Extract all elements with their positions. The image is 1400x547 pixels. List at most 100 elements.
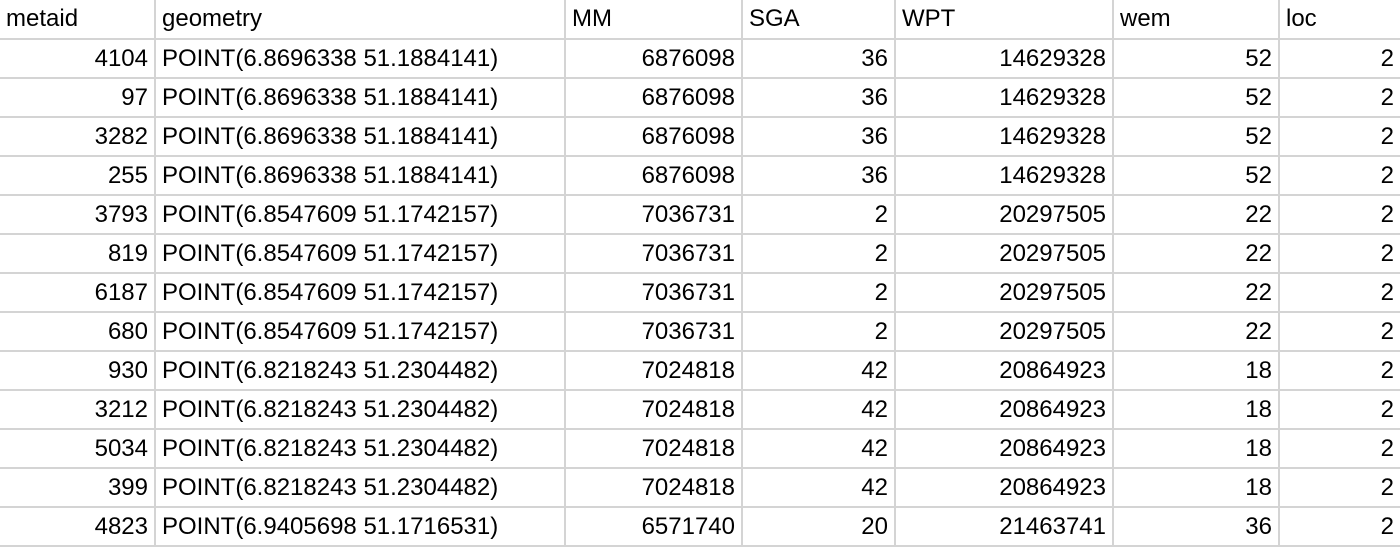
cell-sga[interactable]: 2	[742, 273, 896, 313]
cell-sga[interactable]: 42	[742, 429, 896, 469]
cell-sga[interactable]: 36	[742, 117, 896, 157]
header-cell-geometry[interactable]: geometry	[155, 0, 566, 40]
cell-loc[interactable]: 2	[1279, 156, 1400, 196]
cell-geometry[interactable]: POINT(6.8218243 51.2304482)	[155, 351, 566, 391]
cell-mm[interactable]: 7024818	[565, 429, 743, 469]
cell-sga[interactable]: 36	[742, 78, 896, 118]
cell-geometry[interactable]: POINT(6.8547609 51.1742157)	[155, 234, 566, 274]
cell-mm[interactable]: 7036731	[565, 273, 743, 313]
cell-mm[interactable]: 7024818	[565, 468, 743, 508]
cell-mm[interactable]: 6876098	[565, 78, 743, 118]
cell-wem[interactable]: 18	[1113, 429, 1280, 469]
cell-mm[interactable]: 7024818	[565, 351, 743, 391]
cell-wpt[interactable]: 20297505	[895, 195, 1114, 235]
cell-loc[interactable]: 2	[1279, 312, 1400, 352]
cell-metaid[interactable]: 3212	[0, 390, 156, 430]
cell-geometry[interactable]: POINT(6.8696338 51.1884141)	[155, 78, 566, 118]
cell-wpt[interactable]: 14629328	[895, 39, 1114, 79]
cell-metaid[interactable]: 5034	[0, 429, 156, 469]
cell-loc[interactable]: 2	[1279, 429, 1400, 469]
cell-sga[interactable]: 20	[742, 507, 896, 547]
cell-wem[interactable]: 52	[1113, 39, 1280, 79]
cell-sga[interactable]: 36	[742, 39, 896, 79]
cell-wem[interactable]: 18	[1113, 468, 1280, 508]
cell-geometry[interactable]: POINT(6.8218243 51.2304482)	[155, 468, 566, 508]
cell-wem[interactable]: 18	[1113, 390, 1280, 430]
cell-loc[interactable]: 2	[1279, 234, 1400, 274]
cell-loc[interactable]: 2	[1279, 351, 1400, 391]
cell-wem[interactable]: 52	[1113, 117, 1280, 157]
cell-wem[interactable]: 22	[1113, 312, 1280, 352]
header-cell-wem[interactable]: wem	[1113, 0, 1280, 40]
cell-mm[interactable]: 6876098	[565, 39, 743, 79]
header-cell-mm[interactable]: MM	[565, 0, 743, 40]
cell-wem[interactable]: 52	[1113, 78, 1280, 118]
cell-mm[interactable]: 7024818	[565, 390, 743, 430]
cell-geometry[interactable]: POINT(6.8547609 51.1742157)	[155, 312, 566, 352]
cell-metaid[interactable]: 819	[0, 234, 156, 274]
cell-mm[interactable]: 7036731	[565, 312, 743, 352]
cell-mm[interactable]: 6876098	[565, 117, 743, 157]
cell-geometry[interactable]: POINT(6.8696338 51.1884141)	[155, 39, 566, 79]
cell-wem[interactable]: 22	[1113, 195, 1280, 235]
cell-loc[interactable]: 2	[1279, 390, 1400, 430]
cell-metaid[interactable]: 680	[0, 312, 156, 352]
cell-wpt[interactable]: 20297505	[895, 234, 1114, 274]
cell-metaid[interactable]: 4823	[0, 507, 156, 547]
cell-wpt[interactable]: 20864923	[895, 390, 1114, 430]
cell-wem[interactable]: 22	[1113, 273, 1280, 313]
cell-wpt[interactable]: 20297505	[895, 312, 1114, 352]
cell-geometry[interactable]: POINT(6.8218243 51.2304482)	[155, 429, 566, 469]
cell-wpt[interactable]: 14629328	[895, 156, 1114, 196]
cell-metaid[interactable]: 255	[0, 156, 156, 196]
table-row: 97 POINT(6.8696338 51.1884141) 6876098 36 14…	[0, 78, 1400, 118]
cell-mm[interactable]: 6876098	[565, 156, 743, 196]
cell-mm[interactable]: 6571740	[565, 507, 743, 547]
cell-sga[interactable]: 2	[742, 195, 896, 235]
cell-geometry[interactable]: POINT(6.9405698 51.1716531)	[155, 507, 566, 547]
cell-metaid[interactable]: 930	[0, 351, 156, 391]
cell-wpt[interactable]: 20864923	[895, 351, 1114, 391]
cell-geometry[interactable]: POINT(6.8547609 51.1742157)	[155, 195, 566, 235]
cell-metaid[interactable]: 3282	[0, 117, 156, 157]
header-cell-loc[interactable]: loc	[1279, 0, 1400, 40]
cell-loc[interactable]: 2	[1279, 468, 1400, 508]
cell-wem[interactable]: 36	[1113, 507, 1280, 547]
cell-sga[interactable]: 36	[742, 156, 896, 196]
cell-sga[interactable]: 2	[742, 234, 896, 274]
cell-geometry[interactable]: POINT(6.8218243 51.2304482)	[155, 390, 566, 430]
cell-loc[interactable]: 2	[1279, 117, 1400, 157]
cell-sga[interactable]: 42	[742, 390, 896, 430]
cell-loc[interactable]: 2	[1279, 195, 1400, 235]
header-cell-metaid[interactable]: metaid	[0, 0, 156, 40]
cell-metaid[interactable]: 399	[0, 468, 156, 508]
table-row: 3282 POINT(6.8696338 51.1884141) 6876098 36…	[0, 117, 1400, 157]
cell-metaid[interactable]: 3793	[0, 195, 156, 235]
cell-mm[interactable]: 7036731	[565, 234, 743, 274]
cell-wem[interactable]: 18	[1113, 351, 1280, 391]
cell-sga[interactable]: 42	[742, 468, 896, 508]
cell-wpt[interactable]: 20864923	[895, 429, 1114, 469]
cell-loc[interactable]: 2	[1279, 39, 1400, 79]
cell-geometry[interactable]: POINT(6.8696338 51.1884141)	[155, 117, 566, 157]
cell-sga[interactable]: 2	[742, 312, 896, 352]
cell-wem[interactable]: 22	[1113, 234, 1280, 274]
cell-metaid[interactable]: 4104	[0, 39, 156, 79]
cell-loc[interactable]: 2	[1279, 273, 1400, 313]
cell-metaid[interactable]: 6187	[0, 273, 156, 313]
cell-geometry[interactable]: POINT(6.8696338 51.1884141)	[155, 156, 566, 196]
cell-geometry[interactable]: POINT(6.8547609 51.1742157)	[155, 273, 566, 313]
header-cell-wpt[interactable]: WPT	[895, 0, 1114, 40]
header-cell-sga[interactable]: SGA	[742, 0, 896, 40]
cell-sga[interactable]: 42	[742, 351, 896, 391]
cell-wpt[interactable]: 14629328	[895, 78, 1114, 118]
cell-wem[interactable]: 52	[1113, 156, 1280, 196]
cell-metaid[interactable]: 97	[0, 78, 156, 118]
cell-wpt[interactable]: 20864923	[895, 468, 1114, 508]
cell-wpt[interactable]: 21463741	[895, 507, 1114, 547]
cell-loc[interactable]: 2	[1279, 78, 1400, 118]
cell-wpt[interactable]: 14629328	[895, 117, 1114, 157]
cell-wpt[interactable]: 20297505	[895, 273, 1114, 313]
cell-loc[interactable]: 2	[1279, 507, 1400, 547]
cell-mm[interactable]: 7036731	[565, 195, 743, 235]
